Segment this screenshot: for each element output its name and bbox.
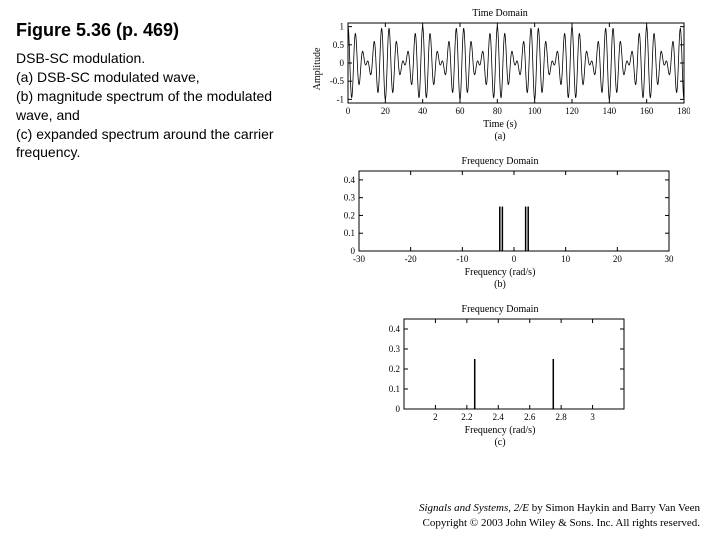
svg-text:2.2: 2.2 <box>461 412 472 422</box>
svg-text:60: 60 <box>456 106 466 116</box>
svg-text:0: 0 <box>351 246 356 256</box>
chart-b-svg: -30-20-10010203000.10.20.30.4 <box>325 167 675 267</box>
svg-text:40: 40 <box>418 106 428 116</box>
caption-line-2: (a) DSB-SC modulated wave, <box>16 68 286 87</box>
svg-text:0.2: 0.2 <box>344 210 355 220</box>
svg-text:180: 180 <box>677 106 690 116</box>
caption: DSB-SC modulation. (a) DSB-SC modulated … <box>16 49 286 162</box>
chart-area: Time Domain 020406080100120140160180-1-0… <box>290 8 710 448</box>
svg-text:0.1: 0.1 <box>389 384 400 394</box>
chart-a-title: Time Domain <box>310 8 690 19</box>
chart-a-xlabel: Time (s) <box>310 119 690 130</box>
svg-text:2.8: 2.8 <box>556 412 568 422</box>
svg-text:3: 3 <box>590 412 595 422</box>
svg-text:-10: -10 <box>456 254 468 264</box>
footer-line-1: Signals and Systems, 2/E by Simon Haykin… <box>419 501 700 515</box>
footer-book-title: Signals and Systems, 2/E <box>419 502 529 514</box>
footer-copyright: Copyright © 2003 John Wiley & Sons. Inc.… <box>419 516 700 530</box>
svg-text:0.4: 0.4 <box>389 324 401 334</box>
caption-line-4: (c) expanded spectrum around the carrier… <box>16 125 286 163</box>
chart-a-sublabel: (a) <box>310 131 690 142</box>
svg-text:30: 30 <box>665 254 675 264</box>
svg-text:100: 100 <box>528 106 542 116</box>
svg-text:0: 0 <box>340 58 345 68</box>
svg-text:0.2: 0.2 <box>389 364 400 374</box>
svg-text:0: 0 <box>396 404 401 414</box>
svg-text:2.6: 2.6 <box>524 412 536 422</box>
chart-c-sublabel: (c) <box>370 437 630 448</box>
footer: Signals and Systems, 2/E by Simon Haykin… <box>419 501 700 530</box>
svg-text:0: 0 <box>512 254 517 264</box>
chart-c-title: Frequency Domain <box>370 304 630 315</box>
svg-text:120: 120 <box>565 106 579 116</box>
figure-caption-block: Figure 5.36 (p. 469) DSB-SC modulation. … <box>16 20 286 162</box>
svg-text:-20: -20 <box>405 254 417 264</box>
svg-text:0.3: 0.3 <box>344 193 356 203</box>
figure-title: Figure 5.36 (p. 469) <box>16 20 286 41</box>
svg-text:-0.5: -0.5 <box>330 76 345 86</box>
chart-b-sublabel: (b) <box>325 279 675 290</box>
caption-line-3: (b) magnitude spectrum of the modulated … <box>16 87 286 125</box>
chart-b-title: Frequency Domain <box>325 156 675 167</box>
chart-c-svg: 2 2.2 2.4 2.6 2.8 3 0 0.1 0.2 0.3 0.4 <box>370 315 630 425</box>
chart-b-xlabel: Frequency (rad/s) <box>325 267 675 278</box>
chart-b: Frequency Domain -30-20-10010203000.10.2… <box>325 156 675 290</box>
chart-a-svg: 0 20 40 60 80 100 120 140 160 180 -1 -0.5 0 0.5 1 Ampli… <box>310 19 690 119</box>
chart-c-xlabel: Frequency (rad/s) <box>370 425 630 436</box>
svg-text:2.4: 2.4 <box>493 412 505 422</box>
svg-text:0.1: 0.1 <box>344 228 355 238</box>
svg-text:2: 2 <box>433 412 438 422</box>
svg-text:20: 20 <box>381 106 391 116</box>
svg-text:80: 80 <box>493 106 503 116</box>
svg-text:Amplitude: Amplitude <box>312 47 323 90</box>
svg-text:0.5: 0.5 <box>333 40 345 50</box>
svg-text:160: 160 <box>640 106 654 116</box>
caption-line-1: DSB-SC modulation. <box>16 49 286 68</box>
svg-text:-1: -1 <box>337 94 345 104</box>
svg-text:0.3: 0.3 <box>389 344 401 354</box>
svg-text:20: 20 <box>613 254 623 264</box>
footer-authors: by Simon Haykin and Barry Van Veen <box>529 502 700 514</box>
chart-a: Time Domain 0 20 40 60 80 100 120 140 160 180 -1 -0… <box>310 8 690 142</box>
svg-text:0.4: 0.4 <box>344 175 356 185</box>
svg-text:10: 10 <box>561 254 571 264</box>
svg-text:1: 1 <box>340 22 345 32</box>
svg-text:0: 0 <box>346 106 351 116</box>
chart-c: Frequency Domain 2 2.2 2.4 2.6 2.8 3 0 0.1 0.2 0.… <box>370 304 630 448</box>
svg-text:140: 140 <box>603 106 617 116</box>
